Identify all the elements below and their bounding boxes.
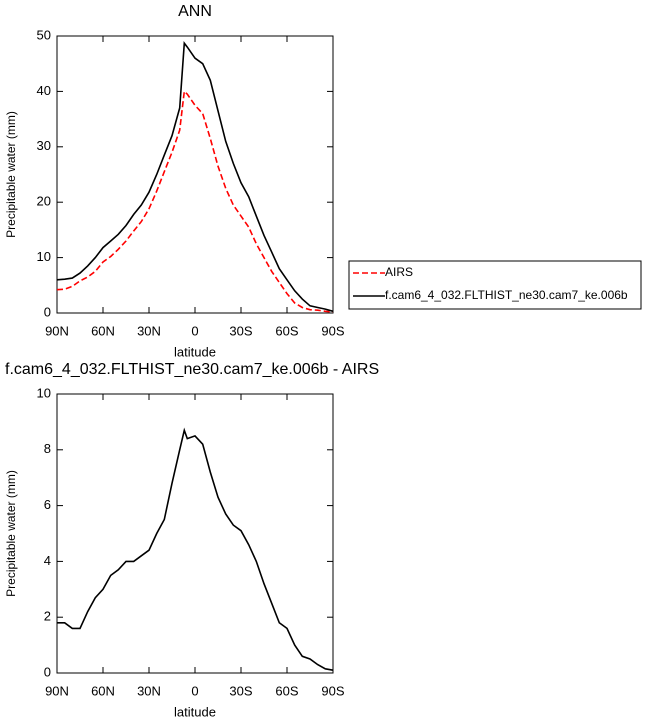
y-tick-label: 30 — [37, 138, 51, 153]
y-tick-label: 6 — [44, 497, 51, 512]
legend-box — [348, 260, 642, 310]
x-tick-label: 30N — [137, 683, 161, 698]
data-line — [56, 89, 334, 313]
y-tick-label: 2 — [44, 609, 51, 624]
plot-frame — [56, 393, 334, 674]
y-tick-label: 0 — [44, 664, 51, 679]
legend-label: f.cam6_4_032.FLTHIST_ne30.cam7_ke.006b — [385, 288, 628, 302]
x-tick-label: 60S — [275, 323, 298, 338]
x-tick-label: 90S — [321, 323, 344, 338]
legend: AIRS f.cam6_4_032.FLTHIST_ne30.cam7_ke.00… — [348, 260, 642, 310]
x-axis-label: latitude — [174, 344, 216, 359]
x-tick-label: 30N — [137, 323, 161, 338]
x-tick-label: 90N — [45, 323, 69, 338]
y-tick-label: 8 — [44, 441, 51, 456]
y-tick-label: 40 — [37, 83, 51, 98]
x-tick-label: 60S — [275, 683, 298, 698]
y-tick-label: 4 — [44, 553, 51, 568]
x-tick-label: 90S — [321, 683, 344, 698]
x-tick-label: 30S — [229, 323, 252, 338]
y-tick-label: 10 — [37, 249, 51, 264]
y-axis-label: Precipitable water (mm) — [4, 111, 18, 238]
data-line — [57, 427, 334, 671]
chart-title: ANN — [178, 3, 212, 20]
chart-title: f.cam6_4_032.FLTHIST_ne30.cam7_ke.006b -… — [5, 361, 379, 378]
x-tick-label: 30S — [229, 683, 252, 698]
y-tick-label: 10 — [37, 385, 51, 400]
data-line — [56, 41, 334, 313]
x-tick-label: 0 — [191, 323, 198, 338]
y-tick-label: 0 — [44, 304, 51, 319]
x-tick-label: 90N — [45, 683, 69, 698]
x-tick-label: 60N — [91, 683, 115, 698]
plot-frame — [56, 35, 334, 314]
legend-label: AIRS — [385, 265, 413, 279]
x-axis-label: latitude — [174, 704, 216, 719]
x-tick-label: 0 — [191, 683, 198, 698]
y-tick-label: 50 — [37, 27, 51, 42]
x-tick-label: 60N — [91, 323, 115, 338]
y-axis-label: Precipitable water (mm) — [4, 470, 18, 597]
y-tick-label: 20 — [37, 194, 51, 209]
